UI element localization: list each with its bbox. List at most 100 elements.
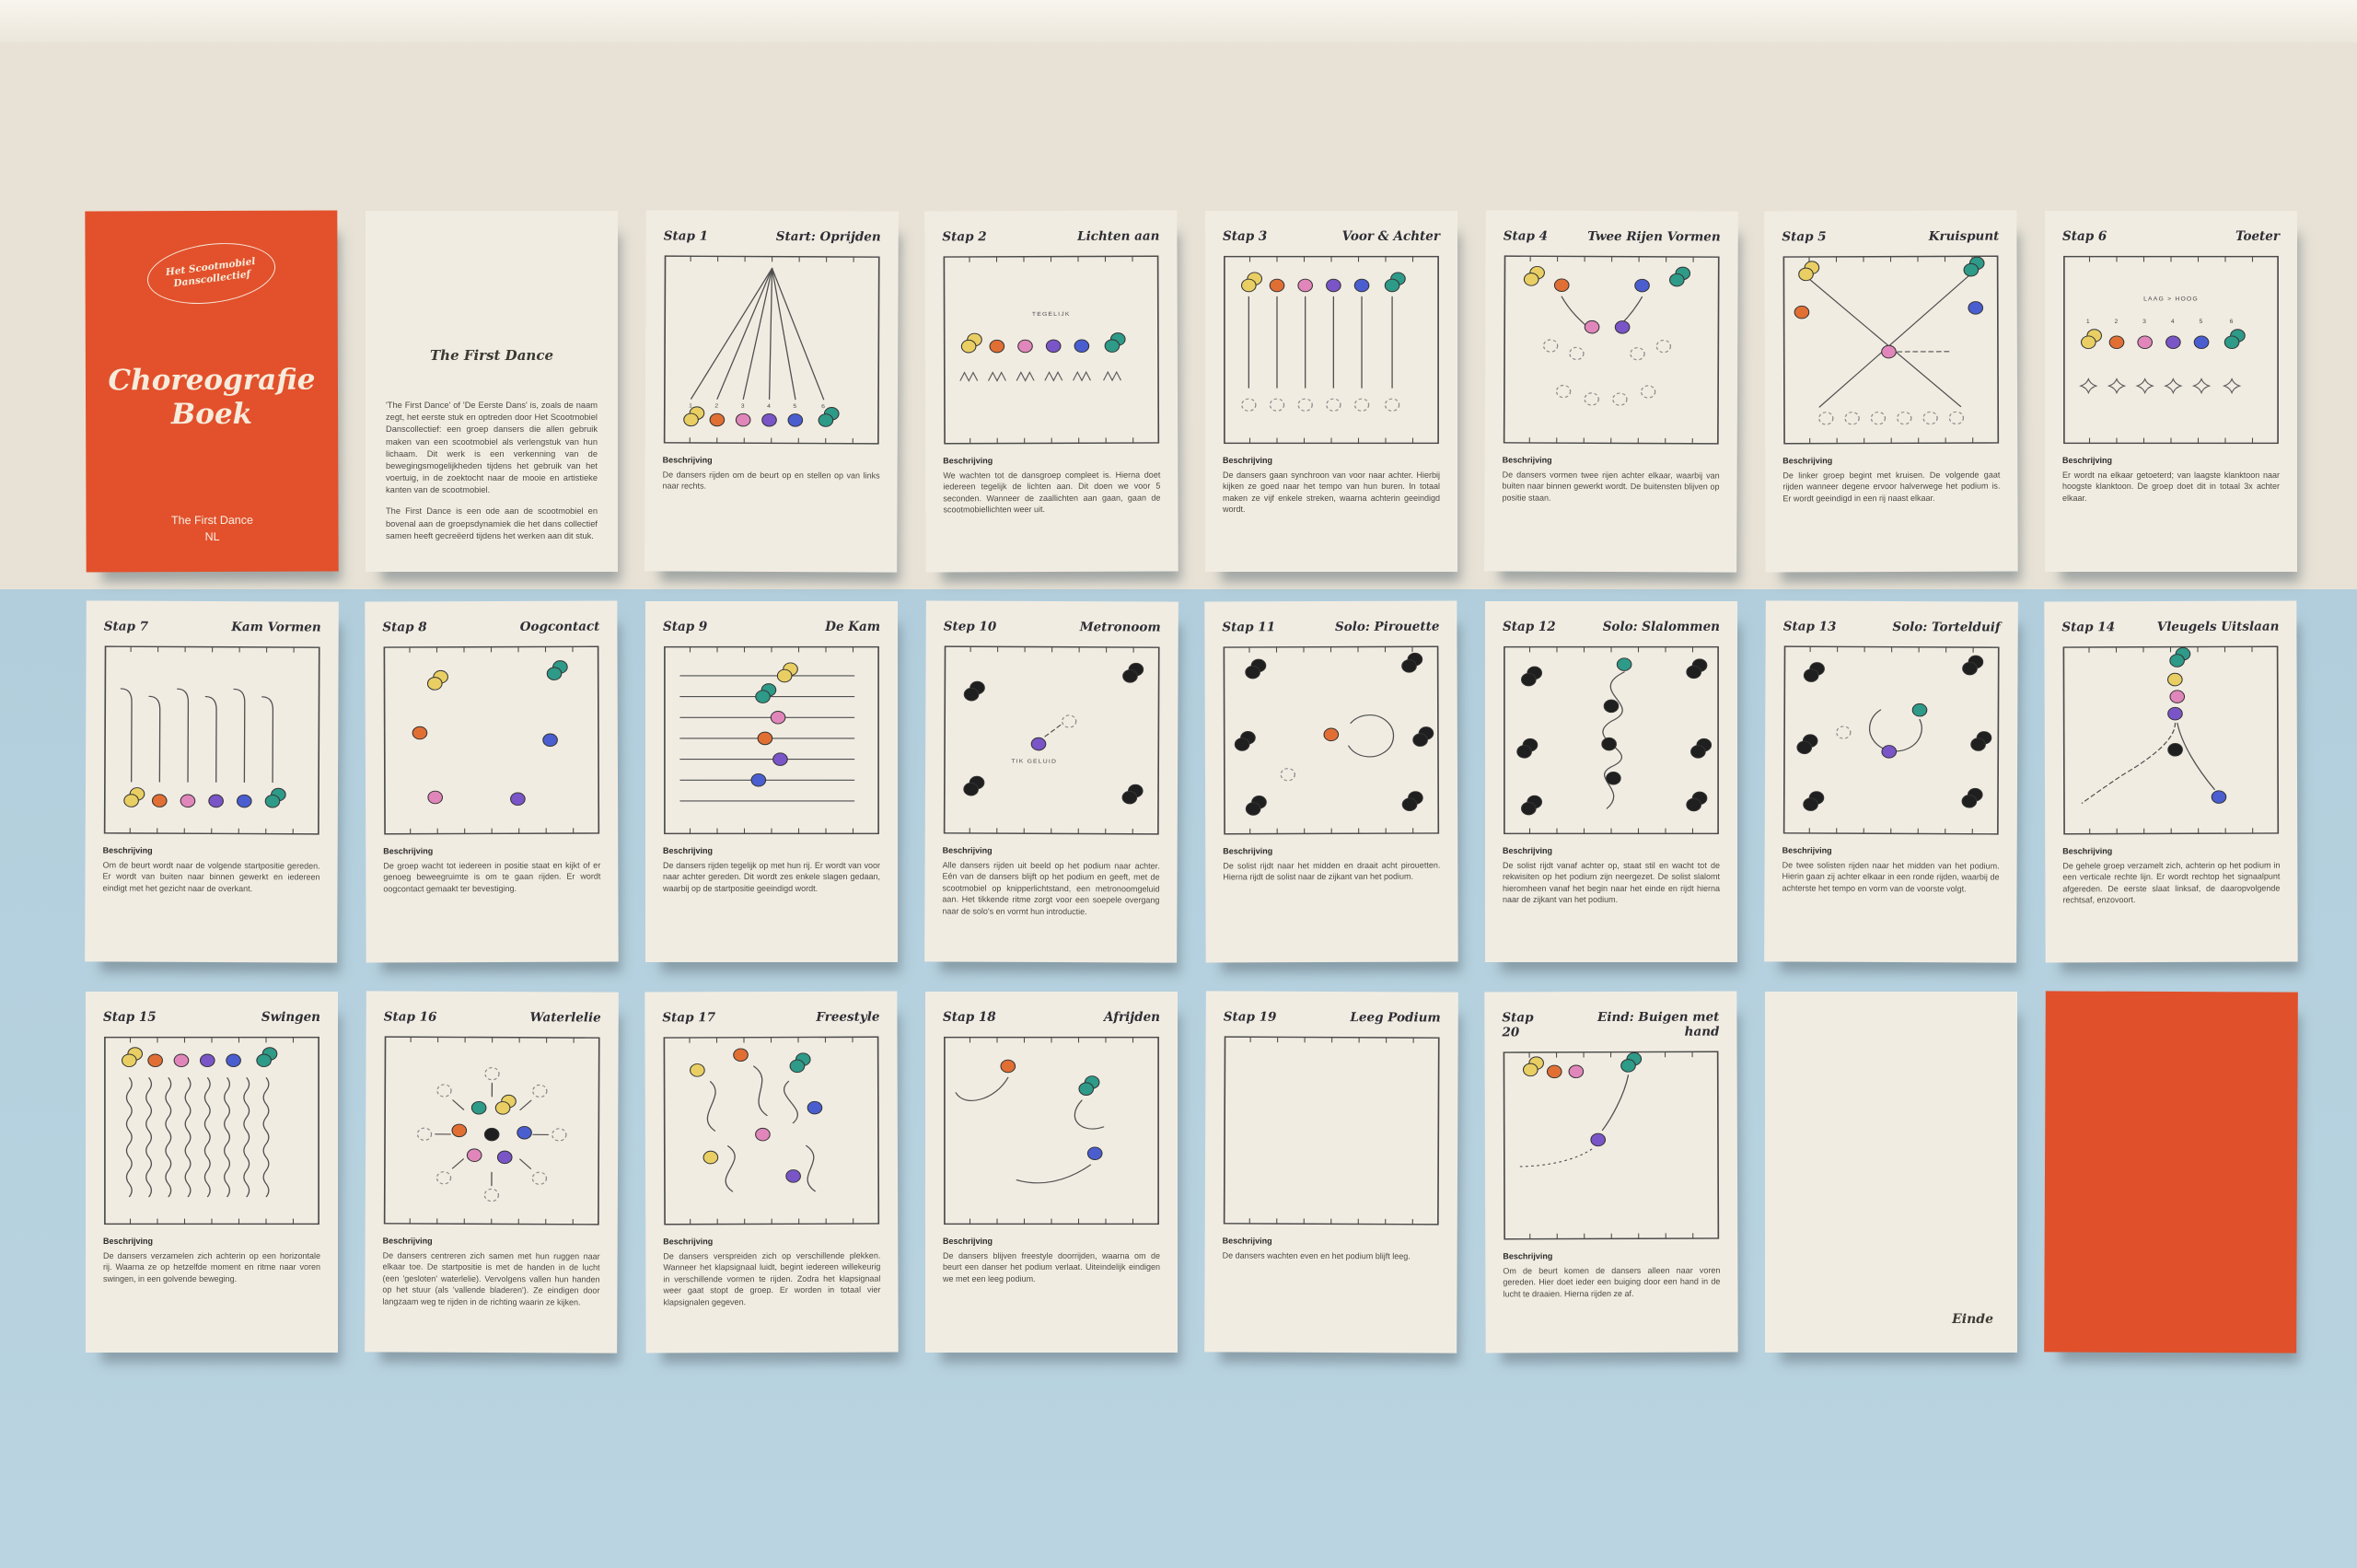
description-text: De dansers verspreiden zich op verschill… [663, 1250, 881, 1307]
description-label: Beschrijving [1223, 456, 1273, 465]
step-number: Stap 12 [1503, 620, 1556, 634]
stage-diagram [383, 645, 600, 835]
description-text: De groep wacht tot iedereen in positie s… [383, 860, 601, 894]
stage-diagram [1223, 645, 1440, 835]
description-text: Alle dansers rijden uit beeld op het pod… [942, 860, 1160, 916]
step-number: Stap 11 [1222, 620, 1276, 635]
step-title: Waterlelie [529, 1010, 601, 1026]
description-label: Beschrijving [1782, 845, 1832, 855]
book-title-line1: Choreografie [108, 363, 316, 398]
card-header: Stap 2 Lichten aan [942, 229, 1159, 245]
description-label: Beschrijving [942, 845, 993, 855]
step-number: Stap 19 [1223, 1009, 1277, 1025]
description-label: Beschrijving [1222, 1236, 1272, 1246]
description-text: De dansers verzamelen zich achterin op e… [103, 1251, 320, 1283]
description-text: Er wordt na elkaar getoeterd; van laagst… [2062, 470, 2280, 503]
step-title: Afrijden [1103, 1010, 1160, 1025]
description-label: Beschrijving [662, 455, 713, 465]
description-label: Beschrijving [663, 1237, 714, 1247]
stage-diagram: TEGELIJK [943, 255, 1160, 445]
step-title: Metronoom [1079, 620, 1161, 635]
step-title: Solo: Tortelduif [1892, 620, 2001, 635]
step-title: De Kam [825, 620, 880, 634]
card-header: Stap 6 Toeter [2062, 229, 2280, 244]
choreography-card: Stap 4 Twee Rijen Vormen Beschrijving De… [1484, 210, 1738, 573]
choreography-card: Stap 1 Start: Oprijden 1 2 3 4 5 6 Beschrijvi… [644, 210, 899, 573]
card-header: Stap 19 Leeg Podium [1224, 1009, 1441, 1025]
description-text: De dansers rijden om de beurt op en stel… [662, 470, 880, 492]
card-header: Step 10 Metronoom [944, 619, 1161, 634]
step-title: Swingen [261, 1010, 320, 1025]
choreography-card: Stap 20 Eind: Buigen met hand Beschrijvi… [1484, 991, 1738, 1353]
description-text: De dansers wachten even en het podium bl… [1222, 1250, 1411, 1261]
description-text: De gehele groep verzamelt zich, achterin… [2062, 860, 2281, 905]
choreography-card: Stap 7 Kam Vormen Beschrijving Om de beu… [85, 600, 339, 963]
step-number: Step 10 [943, 619, 997, 634]
stage-diagram [1782, 645, 2000, 835]
step-number: Stap 18 [943, 1010, 996, 1025]
description-text: We wachten tot de dansgroep compleet is.… [943, 470, 1161, 515]
stage-diagram [104, 1036, 319, 1225]
choreography-card: Stap 15 Swingen Beschrijving De dansers … [86, 992, 338, 1353]
stage-diagram [1224, 255, 1439, 445]
card-header: Stap 15 Swingen [103, 1010, 320, 1025]
stage-diagram [1223, 1036, 1440, 1225]
description-text: Om de beurt wordt naar de volgende start… [102, 860, 320, 894]
cover-language: NL [204, 530, 220, 544]
stage-diagram [1503, 1051, 1720, 1240]
svg-text:5: 5 [2200, 319, 2204, 326]
stage-diagram [1504, 645, 1719, 835]
card-header: Stap 12 Solo: Slalommen [1503, 620, 1720, 634]
description-label: Beschrijving [383, 846, 434, 856]
description-label: Beschrijving [663, 846, 714, 855]
description-text: De dansers rijden tegelijk op met hun ri… [663, 861, 880, 893]
choreography-card: Stap 14 Vleugels Uitslaan Beschrijving D… [2044, 600, 2298, 963]
description-text: De twee solisten rijden naar het midden … [1782, 860, 2000, 894]
description-text: De dansers vormen twee rijen achter elka… [1502, 470, 1720, 503]
description-text: Om de beurt komen de dansers alleen naar… [1503, 1265, 1721, 1299]
card-header: Stap 3 Voor & Achter [1223, 229, 1440, 244]
choreography-card: Stap 9 De Kam Beschrijving De dansers ri… [645, 601, 898, 962]
intro-title: The First Dance [430, 347, 553, 364]
step-title: Kruispunt [1928, 228, 2000, 244]
step-number: Stap 15 [103, 1010, 157, 1025]
choreography-card: Stap 13 Solo: Tortelduif Beschrijving De… [1764, 600, 2018, 963]
card-header: Stap 18 Afrijden [943, 1010, 1160, 1025]
choreography-card: Stap 12 Solo: Slalommen Beschrijving De … [1485, 601, 1737, 962]
description-label: Beschrijving [102, 845, 153, 855]
description-label: Beschrijving [2062, 456, 2113, 465]
step-number: Stap 4 [1503, 228, 1549, 244]
step-title: Vleugels Uitslaan [2156, 619, 2280, 635]
stage-diagram: LAAG > HOOG 1 2 3 4 5 6 [2063, 255, 2279, 445]
choreography-card: Stap 2 Lichten aan TEGELIJK Beschrijving… [924, 210, 1178, 573]
svg-text:1: 1 [2086, 319, 2091, 326]
card-header: Stap 7 Kam Vormen [104, 619, 321, 634]
stage-diagram [1782, 255, 2000, 445]
stage-diagram [1503, 255, 1720, 445]
step-number: Stap 6 [2062, 229, 2107, 244]
svg-text:2: 2 [714, 403, 719, 410]
svg-text:3: 3 [741, 403, 746, 410]
description-label: Beschrijving [1782, 456, 1833, 466]
description-label: Beschrijving [382, 1236, 433, 1246]
description-text: De solist rijdt naar het midden en draai… [1223, 860, 1441, 882]
svg-text:4: 4 [767, 403, 772, 410]
description-text: De solist rijdt vanaf achter op, staat s… [1503, 861, 1720, 905]
step-title: Kam Vormen [231, 620, 321, 635]
step-title: Start: Oprijden [775, 229, 881, 245]
cover-footer: The First Dance NL [171, 511, 253, 546]
stage-diagram: 1 2 3 4 5 6 [663, 255, 880, 445]
step-number: Stap 8 [382, 620, 427, 635]
svg-text:2: 2 [2115, 319, 2119, 326]
svg-text:TIK GELUID: TIK GELUID [1011, 759, 1057, 765]
description-label: Beschrijving [103, 1237, 154, 1246]
step-title: Voor & Achter [1341, 229, 1440, 244]
description-label: Beschrijving [1223, 846, 1273, 856]
svg-text:3: 3 [2142, 319, 2147, 326]
step-number: Stap 9 [663, 620, 708, 634]
choreography-card: Stap 18 Afrijden Beschrijving De dansers… [925, 992, 1178, 1353]
book-title-line2: Boek [170, 398, 253, 432]
stage-diagram: TIK GELUID [943, 645, 1160, 835]
step-title: Leeg Podium [1350, 1010, 1441, 1026]
cover-subtitle: The First Dance [170, 513, 253, 527]
